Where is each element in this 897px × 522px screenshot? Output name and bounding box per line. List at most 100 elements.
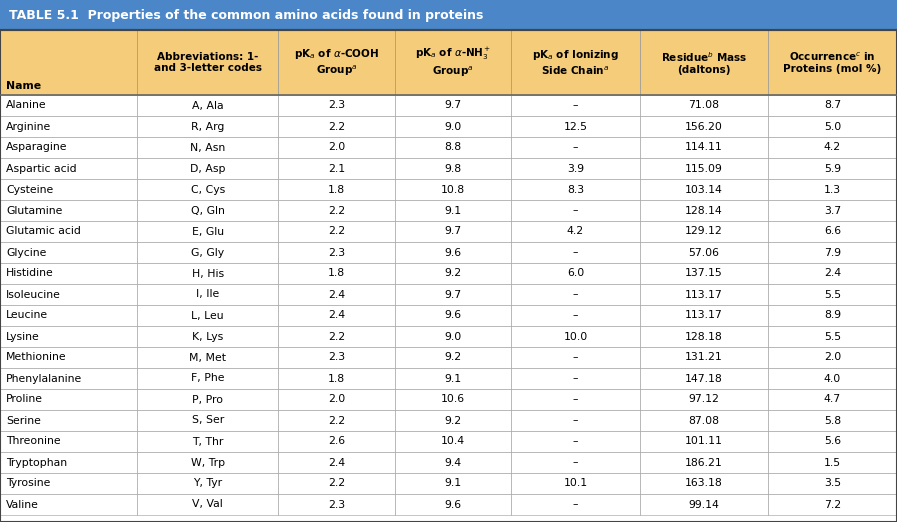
Bar	[768, 410, 897, 431]
Text: 128.18: 128.18	[684, 331, 723, 341]
Text: 4.2: 4.2	[567, 227, 584, 236]
Text: 87.08: 87.08	[688, 416, 719, 425]
Text: 8.7: 8.7	[823, 101, 841, 111]
Text: Q, Gln: Q, Gln	[191, 206, 224, 216]
Text: 10.6: 10.6	[441, 395, 465, 405]
Bar	[395, 347, 511, 368]
Bar	[640, 473, 768, 494]
Bar	[768, 242, 897, 263]
Bar	[278, 242, 395, 263]
Text: Phenylalanine: Phenylalanine	[6, 374, 83, 384]
Text: 9.1: 9.1	[444, 479, 462, 489]
Text: Y, Tyr: Y, Tyr	[193, 479, 222, 489]
Text: 5.8: 5.8	[823, 416, 841, 425]
Text: 8.3: 8.3	[567, 184, 584, 195]
Bar	[0, 95, 137, 116]
Bar	[0, 284, 137, 305]
Bar	[0, 410, 137, 431]
Text: 97.12: 97.12	[688, 395, 719, 405]
Text: 2.3: 2.3	[327, 247, 345, 257]
Text: 2.2: 2.2	[327, 206, 345, 216]
Text: 8.9: 8.9	[823, 311, 841, 321]
Bar	[0, 305, 137, 326]
Text: TABLE 5.1  Properties of the common amino acids found in proteins: TABLE 5.1 Properties of the common amino…	[9, 8, 483, 21]
Text: 5.5: 5.5	[823, 290, 841, 300]
Text: 1.5: 1.5	[823, 457, 841, 468]
Bar	[511, 95, 640, 116]
Bar	[511, 326, 640, 347]
Bar	[640, 305, 768, 326]
Bar	[0, 389, 137, 410]
Text: –: –	[572, 416, 579, 425]
Bar	[511, 284, 640, 305]
Bar	[395, 30, 511, 95]
Bar	[511, 452, 640, 473]
Text: 2.2: 2.2	[327, 122, 345, 132]
Bar	[395, 305, 511, 326]
Bar	[511, 137, 640, 158]
Text: W, Trp: W, Trp	[190, 457, 225, 468]
Text: 9.6: 9.6	[444, 500, 462, 509]
Text: 2.4: 2.4	[327, 457, 345, 468]
Bar	[768, 179, 897, 200]
Bar	[0, 200, 137, 221]
Text: 8.8: 8.8	[444, 143, 462, 152]
Bar	[768, 137, 897, 158]
Bar	[137, 494, 278, 515]
Bar	[278, 200, 395, 221]
Text: 2.4: 2.4	[823, 268, 841, 279]
Bar	[511, 30, 640, 95]
Bar	[768, 221, 897, 242]
Bar	[0, 368, 137, 389]
Bar	[395, 137, 511, 158]
Text: 2.0: 2.0	[327, 143, 345, 152]
Bar	[395, 200, 511, 221]
Bar	[640, 326, 768, 347]
Text: –: –	[572, 395, 579, 405]
Bar	[511, 158, 640, 179]
Text: F, Phe: F, Phe	[191, 374, 224, 384]
Bar	[395, 452, 511, 473]
Bar	[395, 473, 511, 494]
Bar	[768, 263, 897, 284]
Text: 9.6: 9.6	[444, 311, 462, 321]
Text: –: –	[572, 457, 579, 468]
Bar	[768, 473, 897, 494]
Bar	[0, 30, 137, 95]
Bar	[278, 30, 395, 95]
Bar	[137, 284, 278, 305]
Text: –: –	[572, 206, 579, 216]
Text: L, Leu: L, Leu	[191, 311, 224, 321]
Text: 1.8: 1.8	[327, 268, 345, 279]
Text: 12.5: 12.5	[563, 122, 588, 132]
Text: pK$_a$ of Ionizing
Side Chain$^a$: pK$_a$ of Ionizing Side Chain$^a$	[532, 48, 619, 77]
Text: V, Val: V, Val	[192, 500, 223, 509]
Text: Alanine: Alanine	[6, 101, 47, 111]
Bar	[137, 95, 278, 116]
Bar	[0, 347, 137, 368]
Text: Name: Name	[6, 81, 41, 91]
Text: P, Pro: P, Pro	[192, 395, 223, 405]
Bar	[511, 431, 640, 452]
Bar	[395, 116, 511, 137]
Text: 128.14: 128.14	[684, 206, 723, 216]
Bar	[278, 284, 395, 305]
Bar	[278, 137, 395, 158]
Text: 1.3: 1.3	[823, 184, 841, 195]
Bar	[640, 30, 768, 95]
Text: Asparagine: Asparagine	[6, 143, 68, 152]
Bar	[278, 263, 395, 284]
Text: 9.8: 9.8	[444, 163, 462, 173]
Bar	[278, 389, 395, 410]
Text: 114.11: 114.11	[684, 143, 723, 152]
Text: 113.17: 113.17	[684, 311, 723, 321]
Text: Methionine: Methionine	[6, 352, 67, 362]
Bar	[278, 116, 395, 137]
Text: N, Asn: N, Asn	[190, 143, 225, 152]
Bar	[768, 326, 897, 347]
Bar	[640, 431, 768, 452]
Bar	[0, 494, 137, 515]
Text: 131.21: 131.21	[684, 352, 723, 362]
Text: 137.15: 137.15	[684, 268, 723, 279]
Text: Aspartic acid: Aspartic acid	[6, 163, 77, 173]
